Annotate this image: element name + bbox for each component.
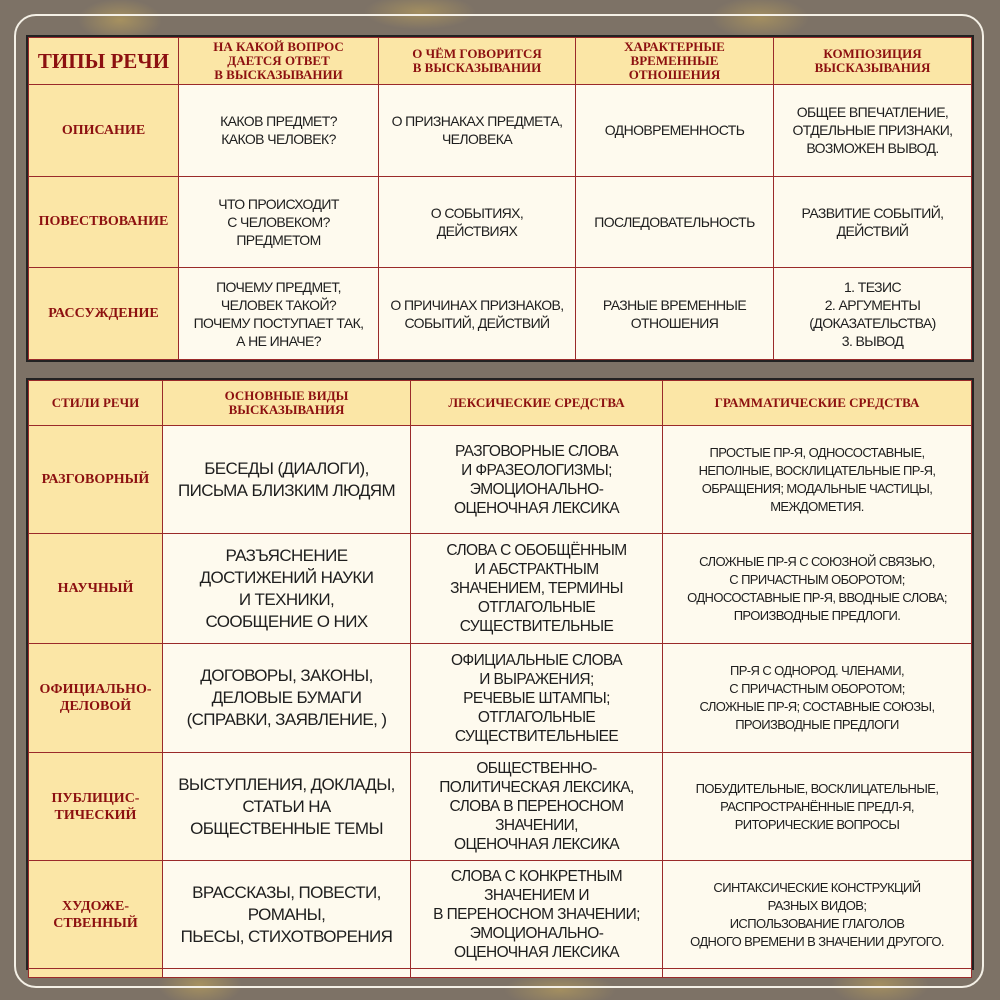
header-row: СТИЛИ РЕЧИ ОСНОВНЫЕ ВИДЫ ВЫСКАЗЫВАНИЯ ЛЕКС… [28,380,972,426]
table-row: ОФИЦИАЛЬНО- ДЕЛОВОЙ ДОГОВОРЫ, ЗАКОНЫ, ДЕЛ… [28,643,972,753]
row-header-style: ПУБЛИЦИС- ТИЧЕСКИЙ [28,752,163,861]
column-header: ЛЕКСИЧЕСКИЕ СРЕДСТВА [410,380,663,426]
column-header: ГРАММАТИЧЕСКИЕ СРЕДСТВА [662,380,972,426]
row-header-type: РАССУЖДЕНИЕ [28,267,179,360]
table-cell: СЛОВА С КОНКРЕТНЫМ ЗНАЧЕНИЕМ И В ПЕРЕНОС… [410,860,663,969]
table-cell: ПРОСТЫЕ ПР-Я, ОДНОСОСТАВНЫЕ, НЕПОЛНЫЕ, В… [662,425,972,534]
table-cell: СЛОЖНЫЕ ПР-Я С СОЮЗНОЙ СВЯЗЬЮ, С ПРИЧАСТ… [662,533,972,644]
table-cell: ЧТО ПРОИСХОДИТ С ЧЕЛОВЕКОМ? ПРЕДМЕТОМ [178,175,379,269]
speech-styles-table: СТИЛИ РЕЧИ ОСНОВНЫЕ ВИДЫ ВЫСКАЗЫВАНИЯ ЛЕКС… [28,380,972,978]
table-cell: О ПРИЧИНАХ ПРИЗНАКОВ, СОБЫТИЙ, ДЕЙСТВИЙ [378,267,576,360]
table-cell: БЕСЕДЫ (ДИАЛОГИ), ПИСЬМА БЛИЗКИМ ЛЮДЯМ [162,425,411,534]
table-cell: РАЗЪЯСНЕНИЕ ДОСТИЖЕНИЙ НАУКИ И ТЕХНИКИ, … [162,533,411,644]
table-cell: ОДНОВРЕМЕННОСТЬ [575,84,774,177]
table-cell: О ПРИЗНАКАХ ПРЕДМЕТА, ЧЕЛОВЕКА [378,84,576,177]
table-cell: 1. ТЕЗИС 2. АРГУМЕНТЫ (ДОКАЗАТЕЛЬСТВА) 3… [773,267,972,360]
table-cell: ПОБУДИТЕЛЬНЫЕ, ВОСКЛИЦАТЕЛЬНЫЕ, РАСПРОСТ… [662,752,972,861]
poster-frame [14,14,984,988]
table-cell: О СОБЫТИЯХ, ДЕЙСТВИЯХ [378,175,576,269]
table-cell: ОФИЦИАЛЬНЫЕ СЛОВА И ВЫРАЖЕНИЯ; РЕЧЕВЫЕ Ш… [410,643,663,753]
header-row: ТИПЫ РЕЧИ НА КАКОЙ ВОПРОС ДАЕТСЯ ОТВЕТ В … [28,37,972,85]
table-cell: РАЗНЫЕ ВРЕМЕННЫЕ ОТНОШЕНИЯ [575,267,774,360]
table-cell: РАЗГОВОРНЫЕ СЛОВА И ФРАЗЕОЛОГИЗМЫ; ЭМОЦИ… [410,425,663,534]
table-cell-empty [162,968,411,978]
table-cell: СИНТАКСИЧЕСКИЕ КОНСТРУКЦИЙ РАЗНЫХ ВИДОВ;… [662,860,972,969]
row-header-type: ОПИСАНИЕ [28,84,179,177]
table-cell: ПОСЛЕДОВАТЕЛЬНОСТЬ [575,175,774,269]
column-header: О ЧЁМ ГОВОРИТСЯ В ВЫСКАЗЫВАНИИ [378,37,576,85]
speech-types-panel: ТИПЫ РЕЧИ НА КАКОЙ ВОПРОС ДАЕТСЯ ОТВЕТ В … [26,35,974,362]
table-cell: ВЫСТУПЛЕНИЯ, ДОКЛАДЫ, СТАТЬИ НА ОБЩЕСТВЕ… [162,752,411,861]
table-cell: СЛОВА С ОБОБЩЁННЫМ И АБСТРАКТНЫМ ЗНАЧЕНИ… [410,533,663,644]
column-header: КОМПОЗИЦИЯ ВЫСКАЗЫВАНИЯ [773,37,972,85]
table-cell: ОБЩЕЕ ВПЕЧАТЛЕНИЕ, ОТДЕЛЬНЫЕ ПРИЗНАКИ, В… [773,84,972,177]
row-header-style: НАУЧНЫЙ [28,533,163,644]
row-header-style: ОФИЦИАЛЬНО- ДЕЛОВОЙ [28,643,163,753]
table-cell-empty [28,968,163,978]
row-header-style: ХУДОЖЕ- СТВЕННЫЙ [28,860,163,969]
column-header: ХАРАКТЕРНЫЕ ВРЕМЕННЫЕ ОТНОШЕНИЯ [575,37,774,85]
row-header-style: РАЗГОВОРНЫЙ [28,425,163,534]
table-row: РАССУЖДЕНИЕ ПОЧЕМУ ПРЕДМЕТ, ЧЕЛОВЕК ТАКОЙ… [28,267,972,360]
table-cell-empty [410,968,663,978]
table-cell: РАЗВИТИЕ СОБЫТИЙ, ДЕЙСТВИЙ [773,175,972,269]
table-row: ХУДОЖЕ- СТВЕННЫЙ ВРАССКАЗЫ, ПОВЕСТИ, РОМА… [28,860,972,969]
table-row: ПУБЛИЦИС- ТИЧЕСКИЙ ВЫСТУПЛЕНИЯ, ДОКЛАДЫ, … [28,752,972,861]
table-row-empty [28,968,972,978]
table-cell: КАКОВ ПРЕДМЕТ? КАКОВ ЧЕЛОВЕК? [178,84,379,177]
column-header: ОСНОВНЫЕ ВИДЫ ВЫСКАЗЫВАНИЯ [162,380,411,426]
table-cell-empty [662,968,972,978]
table-cell: ОБЩЕСТВЕННО- ПОЛИТИЧЕСКАЯ ЛЕКСИКА, СЛОВА… [410,752,663,861]
table-row: ПОВЕСТВОВАНИЕ ЧТО ПРОИСХОДИТ С ЧЕЛОВЕКОМ?… [28,175,972,269]
table-cell: ДОГОВОРЫ, ЗАКОНЫ, ДЕЛОВЫЕ БУМАГИ (СПРАВК… [162,643,411,753]
table-cell: ВРАССКАЗЫ, ПОВЕСТИ, РОМАНЫ, ПЬЕСЫ, СТИХО… [162,860,411,969]
table-row: ОПИСАНИЕ КАКОВ ПРЕДМЕТ? КАКОВ ЧЕЛОВЕК? О П… [28,84,972,177]
speech-styles-panel: СТИЛИ РЕЧИ ОСНОВНЫЕ ВИДЫ ВЫСКАЗЫВАНИЯ ЛЕКС… [26,378,974,978]
table-row: РАЗГОВОРНЫЙ БЕСЕДЫ (ДИАЛОГИ), ПИСЬМА БЛИЗ… [28,425,972,534]
table-cell: ПОЧЕМУ ПРЕДМЕТ, ЧЕЛОВЕК ТАКОЙ? ПОЧЕМУ ПО… [178,267,379,360]
column-header: ТИПЫ РЕЧИ [28,37,179,85]
column-header: НА КАКОЙ ВОПРОС ДАЕТСЯ ОТВЕТ В ВЫСКАЗЫВА… [178,37,379,85]
speech-types-table: ТИПЫ РЕЧИ НА КАКОЙ ВОПРОС ДАЕТСЯ ОТВЕТ В … [28,37,972,360]
column-header: СТИЛИ РЕЧИ [28,380,163,426]
table-row: НАУЧНЫЙ РАЗЪЯСНЕНИЕ ДОСТИЖЕНИЙ НАУКИ И ТЕ… [28,533,972,644]
table-cell: ПР-Я С ОДНОРОД. ЧЛЕНАМИ, С ПРИЧАСТНЫМ ОБ… [662,643,972,753]
row-header-type: ПОВЕСТВОВАНИЕ [28,175,179,269]
